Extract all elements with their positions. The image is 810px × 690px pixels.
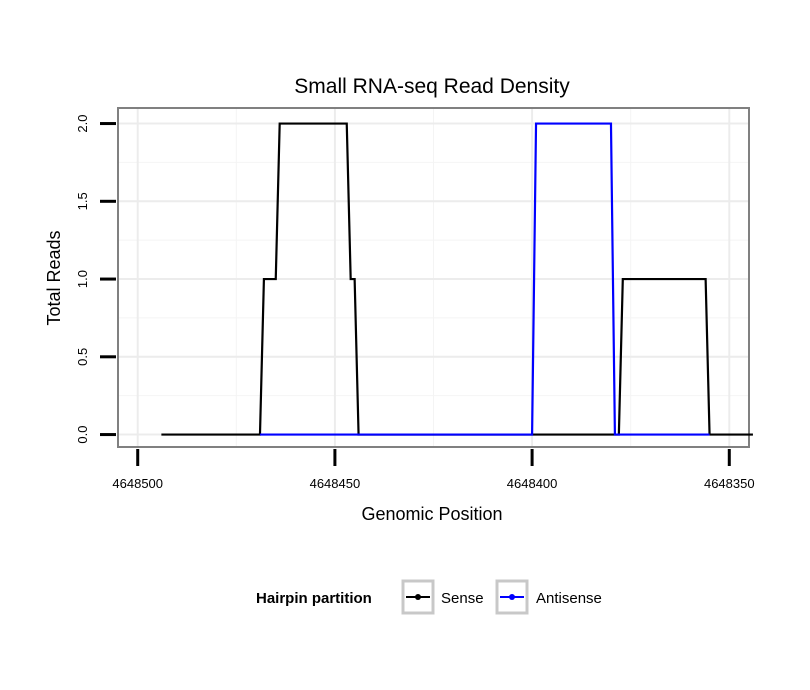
series-line-antisense [259,122,710,436]
x-tick-label: 4648400 [507,476,558,491]
series-line-sense [161,122,711,436]
legend-marker-antisense [509,594,515,600]
plot-panel-border [117,107,750,448]
grid [118,108,749,447]
y-axis-label: Total Reads [44,230,64,325]
y-axis: 0.0 0.5 1.0 1.5 2.0 [75,115,116,444]
chart-title: Small RNA-seq Read Density [294,75,570,98]
legend-item-antisense: Antisense [495,579,602,615]
legend-marker-sense [415,594,421,600]
legend-label-sense: Sense [441,590,484,607]
y-tick-label: 2.0 [75,115,90,133]
y-tick-label: 1.0 [75,270,90,288]
x-tick-label: 4648450 [310,476,361,491]
x-axis-label: Genomic Position [361,504,502,524]
x-axis: 4648500 4648450 4648400 4648350 [112,449,755,491]
y-tick-label: 0.0 [75,426,90,444]
x-tick-label: 4648350 [704,476,755,491]
legend-title: Hairpin partition [256,590,372,607]
y-tick-label: 0.5 [75,348,90,366]
y-tick-label: 1.5 [75,192,90,210]
x-tick-label: 4648500 [112,476,163,491]
legend-label-antisense: Antisense [536,590,602,607]
series-layer [161,122,753,436]
legend: Hairpin partition Sense Antisense [256,579,602,615]
legend-item-sense: Sense [401,579,484,615]
